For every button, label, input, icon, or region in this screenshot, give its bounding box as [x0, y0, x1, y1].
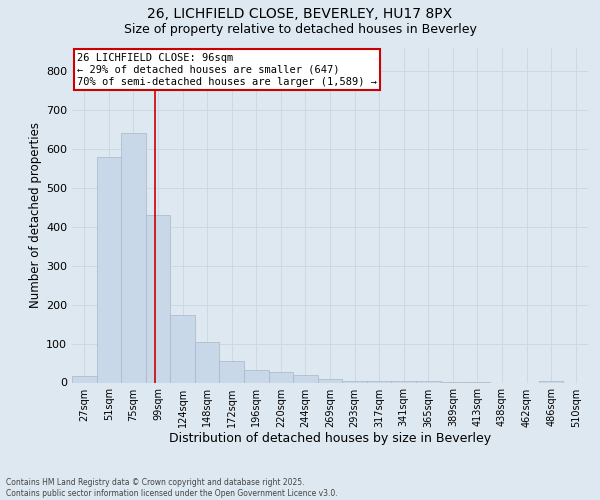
Bar — [170, 315, 195, 382]
Bar — [195, 342, 220, 382]
Text: Contains HM Land Registry data © Crown copyright and database right 2025.
Contai: Contains HM Land Registry data © Crown c… — [6, 478, 338, 498]
Bar — [342, 380, 367, 382]
Bar — [539, 380, 563, 382]
Bar — [97, 156, 121, 382]
Bar — [318, 380, 342, 382]
Y-axis label: Number of detached properties: Number of detached properties — [29, 122, 42, 308]
Bar — [72, 376, 97, 382]
Bar — [146, 215, 170, 382]
Bar — [121, 133, 146, 382]
Text: Size of property relative to detached houses in Beverley: Size of property relative to detached ho… — [124, 22, 476, 36]
Bar — [220, 361, 244, 382]
Bar — [244, 370, 269, 382]
Text: 26 LICHFIELD CLOSE: 96sqm
← 29% of detached houses are smaller (647)
70% of semi: 26 LICHFIELD CLOSE: 96sqm ← 29% of detac… — [77, 52, 377, 88]
Bar — [293, 374, 318, 382]
Bar — [269, 372, 293, 382]
Text: 26, LICHFIELD CLOSE, BEVERLEY, HU17 8PX: 26, LICHFIELD CLOSE, BEVERLEY, HU17 8PX — [148, 8, 452, 22]
X-axis label: Distribution of detached houses by size in Beverley: Distribution of detached houses by size … — [169, 432, 491, 446]
Bar — [367, 380, 391, 382]
